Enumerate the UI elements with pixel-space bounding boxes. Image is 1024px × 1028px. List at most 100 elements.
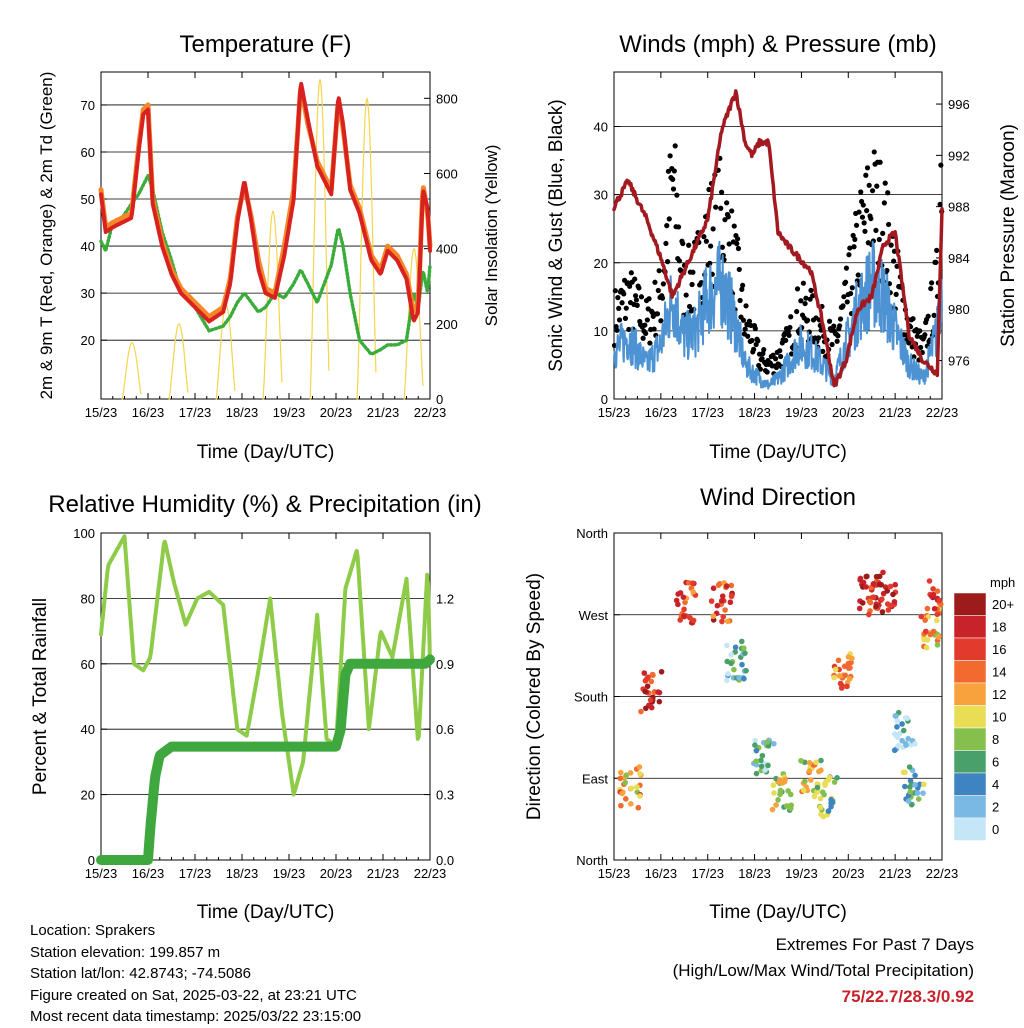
gust-point [680, 240, 686, 247]
direction-point [884, 588, 891, 594]
gust-point [644, 317, 650, 323]
direction-point [892, 712, 899, 719]
temp-y-tick-label: 70 [81, 98, 95, 113]
direction-point [622, 796, 629, 802]
gust-point [746, 318, 753, 324]
gust-point [835, 333, 841, 339]
gust-point [647, 340, 653, 346]
gust-point [632, 293, 639, 299]
direction-point [894, 724, 900, 730]
direction-point [863, 584, 869, 590]
direction-point [636, 764, 643, 770]
gust-point [931, 312, 937, 318]
colorbar-label: 8 [992, 732, 999, 747]
wind-x-tick-label: 20/23 [832, 405, 865, 420]
wind-title: Winds (mph) & Pressure (mb) [619, 31, 936, 58]
direction-point [718, 598, 725, 604]
direction-point [724, 642, 730, 649]
direction-point [912, 772, 918, 779]
direction-point [777, 791, 783, 798]
direction-point [879, 609, 886, 615]
extremes-values: 75/22.7/28.3/0.92 [841, 987, 974, 1006]
humidity-line [99, 534, 432, 797]
gust-point [849, 285, 855, 291]
gust-point [671, 168, 677, 174]
colorbar-label: 12 [992, 687, 1006, 702]
gust-point [683, 292, 689, 298]
direction-point [828, 800, 834, 806]
temp-x-tick-label: 21/23 [367, 405, 400, 420]
direction-point [907, 789, 914, 795]
wind-y-tick-label: 0 [601, 392, 608, 407]
gust-point [642, 322, 648, 328]
direction-point [617, 775, 624, 782]
direction-point [775, 797, 781, 803]
direction-point [655, 689, 661, 695]
direction-point [732, 649, 738, 655]
gust-point [810, 293, 816, 299]
direction-point [870, 594, 877, 600]
gust-point [834, 338, 840, 344]
rh-y2-tick-label: 0.9 [436, 657, 454, 672]
temp-title: Temperature (F) [179, 31, 351, 58]
direction-point [736, 674, 742, 681]
direction-point [820, 813, 827, 820]
rh-y2-tick-label: 1.2 [436, 591, 454, 606]
gust-point [847, 245, 853, 251]
wind-x-tick-label: 19/23 [785, 405, 818, 420]
direction-point [814, 784, 821, 791]
gust-point [786, 332, 792, 338]
gust-point [665, 259, 671, 265]
gust-point [656, 268, 662, 274]
direction-point [806, 759, 813, 766]
gust-point [633, 297, 639, 303]
temp-y2-tick-label: 400 [436, 242, 458, 257]
gust-point [614, 327, 620, 333]
gust-point [676, 258, 683, 264]
gust-point [850, 232, 856, 239]
solar-insolation-line [356, 97, 377, 400]
gust-point [686, 242, 692, 248]
wind-y2-tick-label: 992 [948, 148, 970, 163]
wind-y2-tick-label: 996 [948, 97, 970, 112]
gust-point [848, 290, 854, 297]
gust-point [660, 281, 666, 287]
wind-y2-tick-label: 976 [948, 354, 970, 369]
rh-xlabel: Time (Day/UTC) [197, 902, 335, 923]
gust-point [759, 356, 765, 362]
solar-insolation-line [121, 342, 142, 400]
gust-point [736, 266, 742, 273]
direction-point [731, 666, 737, 673]
direction-point [743, 667, 749, 674]
direction-point [900, 727, 907, 734]
direction-point [638, 708, 644, 715]
direction-point [887, 583, 894, 590]
gust-point [636, 285, 642, 291]
dir-x-tick-label: 19/23 [785, 866, 818, 881]
gust-point [659, 295, 666, 301]
gust-point [846, 252, 852, 258]
gust-point [880, 230, 886, 236]
direction-point [891, 598, 898, 605]
rh-x-tick-label: 22/23 [414, 866, 447, 881]
direction-point [728, 651, 735, 658]
gust-point [788, 314, 794, 320]
station-latlon: Station lat/lon: 42.8743; -74.5086 [30, 965, 252, 982]
gust-point [803, 295, 809, 301]
rh-x-tick-label: 18/23 [226, 866, 259, 881]
direction-point [752, 737, 758, 744]
gust-point [722, 217, 728, 223]
direction-point [836, 673, 843, 679]
gust-point [743, 303, 749, 309]
direction-point [681, 606, 687, 613]
rh-y-tick-label: 60 [81, 657, 95, 672]
direction-point [656, 698, 663, 705]
direction-point [732, 644, 739, 651]
gust-point [652, 279, 658, 285]
direction-point [648, 678, 655, 685]
wind-x-tick-label: 15/23 [598, 405, 631, 420]
gust-point [761, 347, 767, 353]
colorbar-swatch [953, 615, 987, 639]
direction-point [618, 769, 624, 776]
